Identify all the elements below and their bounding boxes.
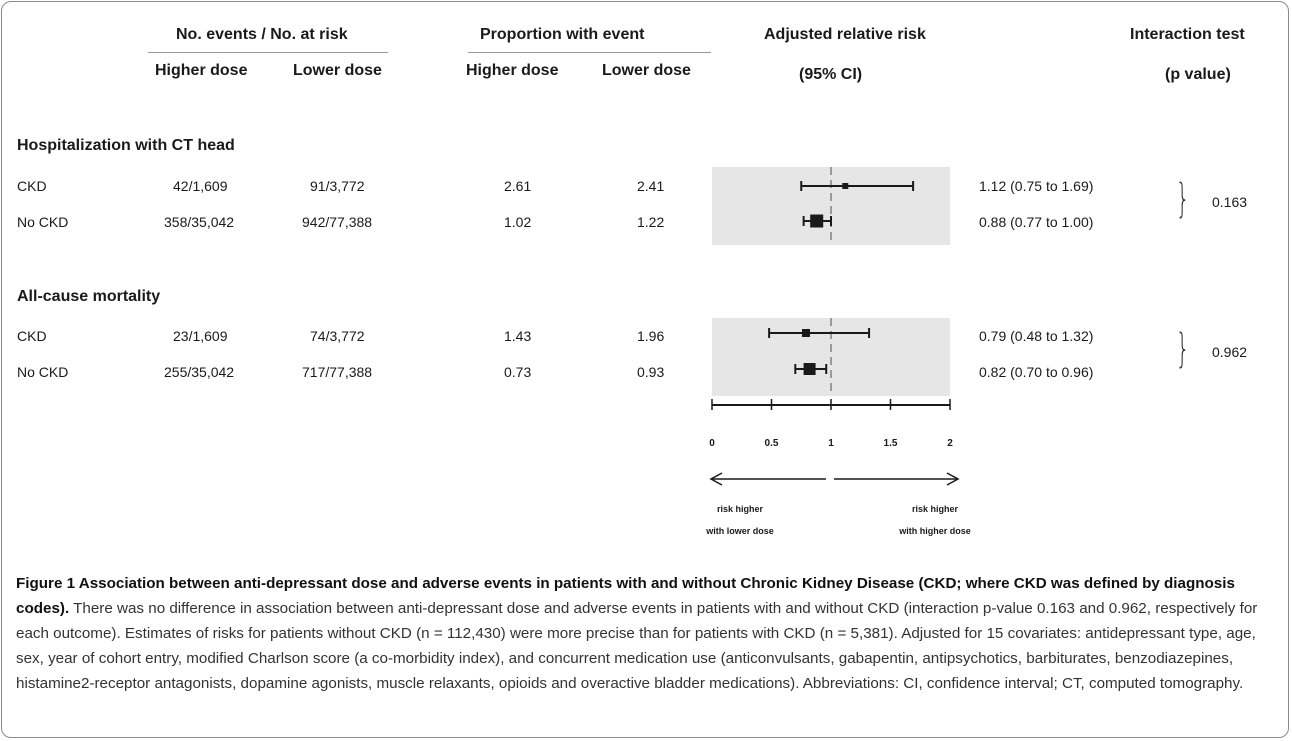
header-prop-higher-dose: Higher dose <box>466 62 559 79</box>
row-events-lower: 74/3,772 <box>310 328 365 344</box>
header-proportion-underline <box>468 52 711 53</box>
interaction-p-value: 0.163 <box>1212 194 1248 210</box>
row-rr-text: 0.82 (0.70 to 0.96) <box>979 364 1094 380</box>
row-rr-text: 1.12 (0.75 to 1.69) <box>979 178 1094 194</box>
caption-body: There was no difference in association b… <box>16 600 1258 692</box>
row-prop-higher: 1.02 <box>504 214 532 230</box>
header-rr-ci: (95% CI) <box>799 66 863 83</box>
caption-title: Figure 1 Association between anti-depres… <box>16 575 1235 617</box>
row-prop-lower: 1.22 <box>637 214 665 230</box>
header-events-group: No. events / No. at risk <box>176 26 348 43</box>
header-proportion-group: Proportion with event <box>480 26 645 43</box>
row-group-label: CKD <box>17 328 47 344</box>
row-events-higher: 255/35,042 <box>164 364 235 380</box>
row-group-label: No CKD <box>17 214 69 230</box>
row-events-higher: 358/35,042 <box>164 214 235 230</box>
row-events-higher: 42/1,609 <box>173 178 228 194</box>
header-interaction-p: (p value) <box>1165 66 1231 83</box>
figure-caption: Figure 1 Association between anti-depres… <box>16 571 1278 696</box>
row-rr-text: 0.88 (0.77 to 1.00) <box>979 214 1094 230</box>
interaction-brace: } <box>1175 176 1190 222</box>
interaction-p-value: 0.962 <box>1212 344 1248 360</box>
outcome-title-hospitalization: Hospitalization with CT head <box>17 137 235 154</box>
header-prop-lower-dose: Lower dose <box>602 62 691 79</box>
header-interaction: Interaction test <box>1130 26 1245 43</box>
row-prop-lower: 2.41 <box>637 178 665 194</box>
row-prop-higher: 0.73 <box>504 364 532 380</box>
header-events-underline <box>148 52 388 53</box>
row-group-label: No CKD <box>17 364 69 380</box>
header-rr: Adjusted relative risk <box>764 26 926 43</box>
row-prop-higher: 1.43 <box>504 328 532 344</box>
outcome-title-mortality: All-cause mortality <box>17 288 161 305</box>
row-events-lower: 91/3,772 <box>310 178 365 194</box>
row-events-higher: 23/1,609 <box>173 328 228 344</box>
row-prop-higher: 2.61 <box>504 178 532 194</box>
row-rr-text: 0.79 (0.48 to 1.32) <box>979 328 1094 344</box>
row-group-label: CKD <box>17 178 47 194</box>
header-events-lower-dose: Lower dose <box>293 62 382 79</box>
row-events-lower: 717/77,388 <box>302 364 373 380</box>
row-events-lower: 942/77,388 <box>302 214 373 230</box>
row-prop-lower: 0.93 <box>637 364 665 380</box>
header-events-higher-dose: Higher dose <box>155 62 248 79</box>
interaction-brace: } <box>1175 326 1190 372</box>
row-prop-lower: 1.96 <box>637 328 665 344</box>
